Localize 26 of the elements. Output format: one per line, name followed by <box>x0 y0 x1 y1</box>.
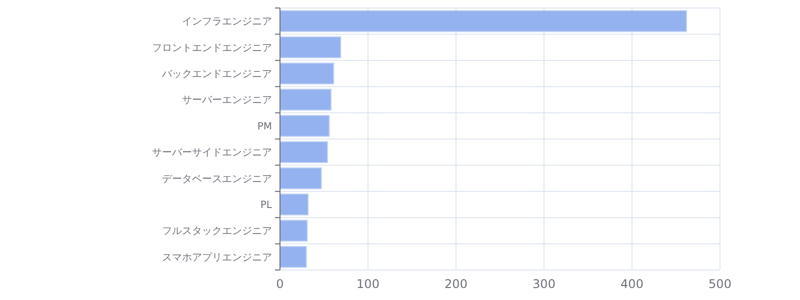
y-tick-label: データベースエンジニア <box>162 174 272 185</box>
bar <box>280 194 309 216</box>
bar <box>280 88 332 111</box>
y-tick-label: PM <box>257 121 272 132</box>
x-tick-label: 100 <box>356 277 380 291</box>
bar <box>280 220 308 242</box>
x-tick-label: 500 <box>708 277 732 291</box>
bar <box>280 62 334 84</box>
y-tick-label: サーバーエンジニア <box>182 95 272 106</box>
bar <box>280 246 307 268</box>
x-tick-label: 300 <box>532 277 556 291</box>
x-tick-label: 400 <box>620 277 644 291</box>
x-tick-label: 0 <box>276 277 284 291</box>
y-tick-label: バックエンドエンジニア <box>161 69 272 80</box>
bar <box>280 167 322 190</box>
bar <box>280 36 342 58</box>
y-tick-label: PL <box>260 200 272 211</box>
y-tick-label: サーバーサイドエンジニア <box>152 148 272 159</box>
x-tick-label: 200 <box>444 277 468 291</box>
y-tick-label: スマホアプリエンジニア <box>162 251 272 264</box>
y-tick-label: フロントエンドエンジニア <box>152 42 272 54</box>
bar <box>280 10 688 32</box>
bar <box>280 114 330 137</box>
y-tick-label: インフラエンジニア <box>182 16 272 28</box>
bar <box>280 141 328 164</box>
y-tick-label: フルスタックエンジニア <box>162 226 272 238</box>
